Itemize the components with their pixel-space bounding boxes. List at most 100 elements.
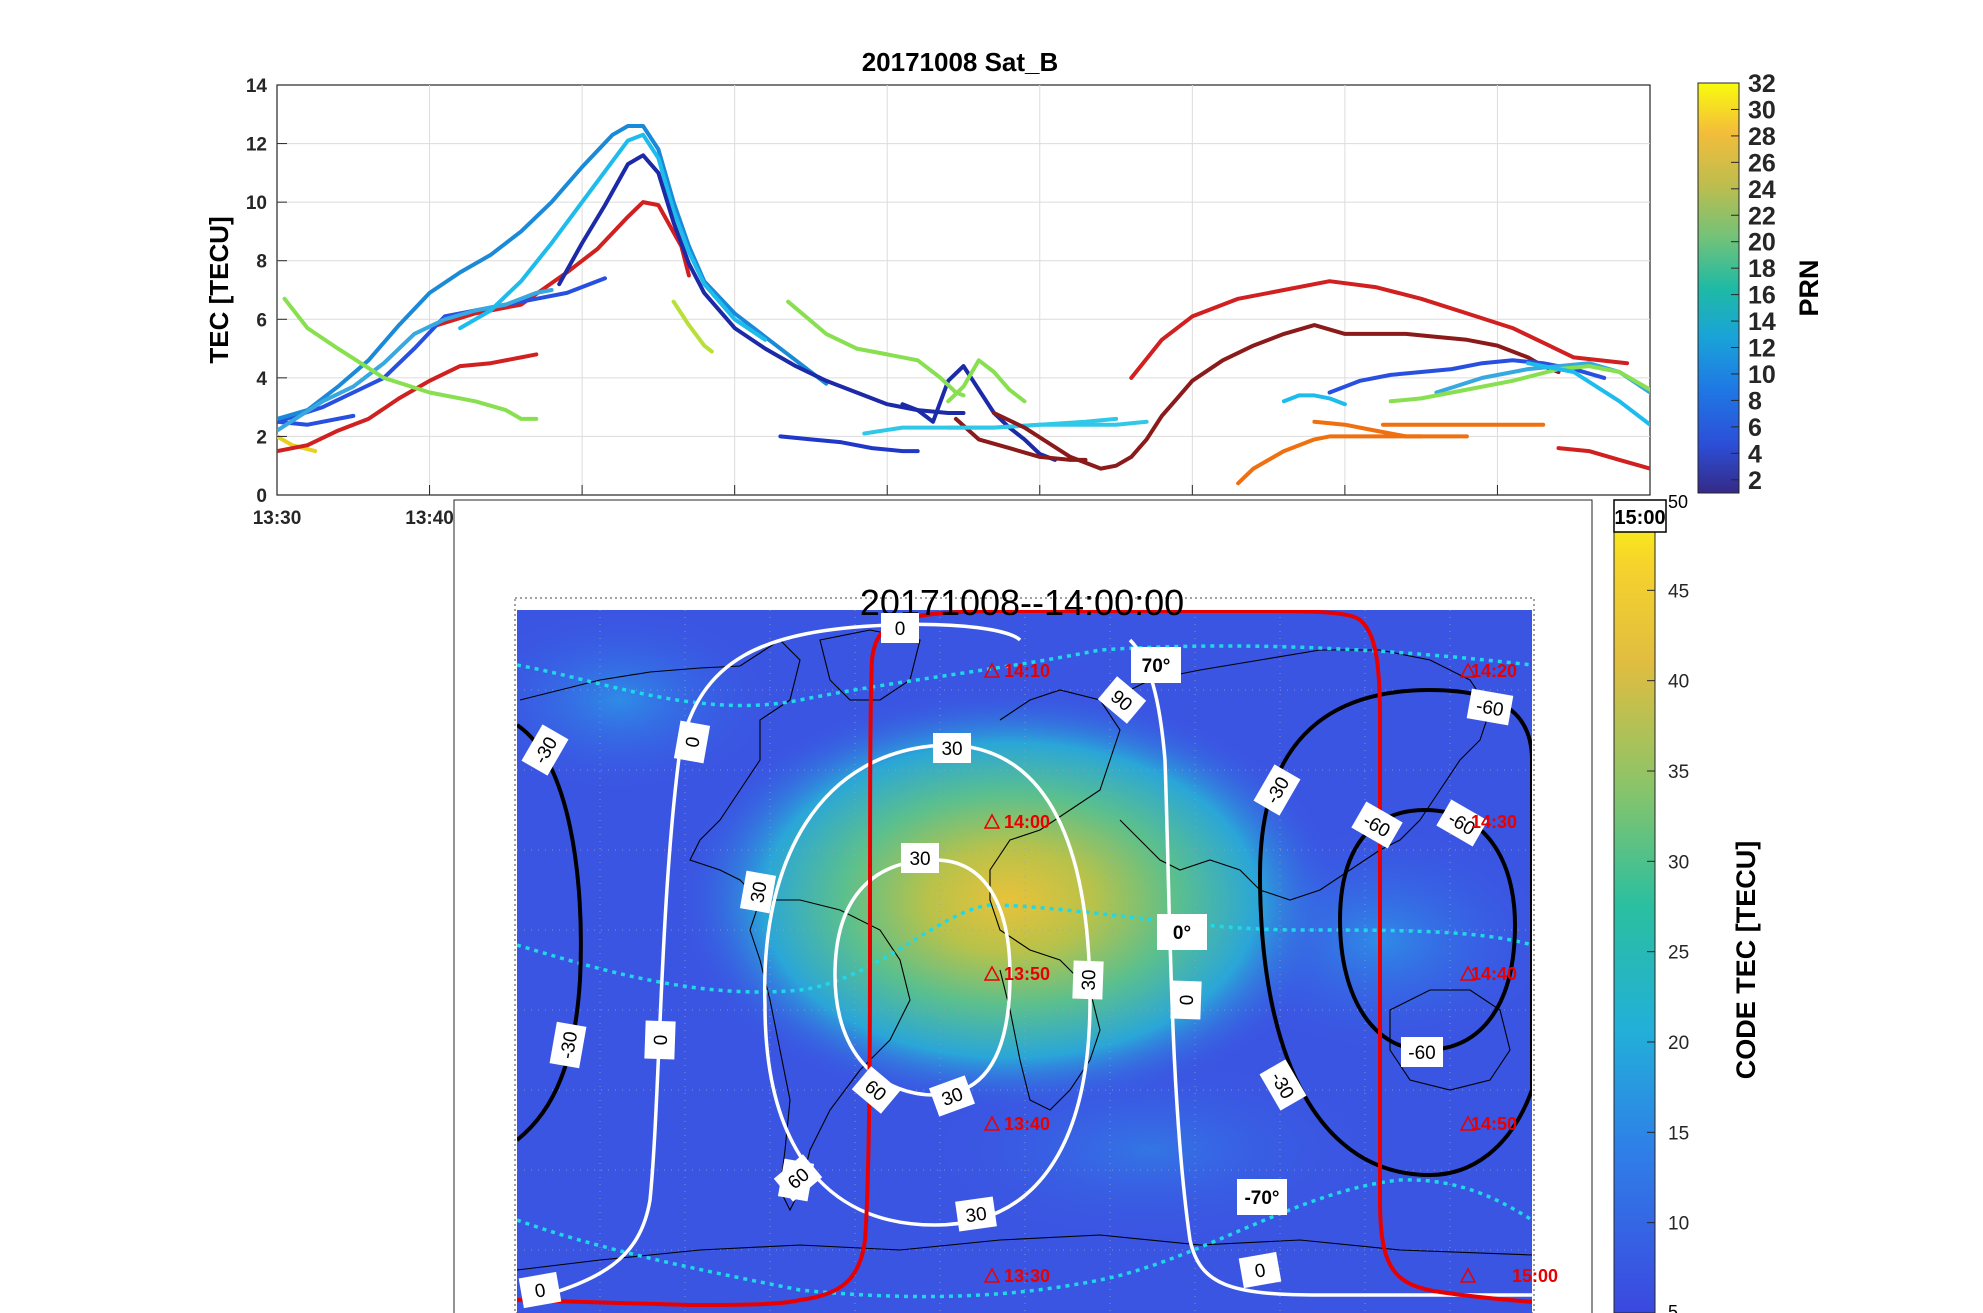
contour-label-white: 30: [739, 870, 777, 914]
time-box-label: 15:00: [1614, 507, 1665, 529]
series-line: [1129, 279, 1630, 380]
contour-label-white-text: 0: [651, 1034, 672, 1045]
track-marker: [1459, 662, 1477, 678]
track-time-label: 14:30: [1471, 812, 1517, 832]
contour-label-white-text: 30: [909, 849, 930, 870]
track-time-label: 13:40: [1004, 1114, 1050, 1134]
track-time-label: 15:00: [1512, 1266, 1558, 1286]
contour-label-black-box: [1351, 801, 1403, 849]
prn-tick-label: 8: [1748, 387, 1762, 415]
contour-label-white-box: [929, 1075, 975, 1117]
coast-greenland: [819, 629, 921, 701]
prn-tick-label: 28: [1748, 123, 1776, 151]
contour-label-white: 30: [901, 843, 939, 873]
series-line: [1388, 364, 1650, 404]
tec-colorbar: 10 15 20 25 30 35 40 45 15:00 50 5 CODE TEC [TE…: [1613, 492, 1761, 1313]
track-time-label: 14:10: [1004, 661, 1050, 681]
coast-asia: [1109, 649, 1491, 901]
tec-tick-label: 30: [1668, 852, 1689, 873]
series-line: [1434, 361, 1650, 396]
prn-tick-label: 14: [1748, 308, 1776, 336]
contour-30: [762, 743, 1092, 1227]
contour-label-white: 0: [881, 613, 919, 643]
dip-label-text: -70°: [1244, 1188, 1279, 1209]
y-axis-ticks: 0 2 4 6 8 10 12 14: [246, 76, 287, 507]
contour-label-black: -60: [1466, 688, 1514, 726]
contour-label-white: 0: [673, 720, 711, 764]
contour-label-black: -30: [549, 1021, 587, 1069]
coast-europe-africa: [989, 689, 1121, 1111]
track-marker: [983, 1267, 1001, 1283]
track-time-label: 14:00: [1004, 812, 1050, 832]
coast-antarctica: [517, 1234, 1532, 1271]
coast-north-america: [519, 639, 801, 901]
dip-label-text: 0°: [1173, 923, 1191, 944]
tec-tick-label: 35: [1668, 762, 1689, 783]
contour-label-black-box: [1436, 799, 1488, 847]
track-marker: [983, 965, 1001, 981]
track-marker: [983, 1115, 1001, 1131]
contour-label-white: 30: [955, 1196, 997, 1232]
dip-label-box: [1237, 1179, 1287, 1215]
track-time-label: 14:50: [1471, 1114, 1517, 1134]
y-tick-label: 0: [256, 486, 267, 507]
series-line: [435, 200, 691, 328]
contour-label-white-text: 0: [1177, 994, 1198, 1005]
contour-label-white-box: [773, 1154, 823, 1202]
dip-line-70s: [517, 1178, 1532, 1299]
contour-label-white-box: [955, 1196, 997, 1232]
track-time-label: 13:30: [1004, 1266, 1050, 1286]
contour-label-white: 0: [518, 1271, 562, 1309]
series-line: [786, 299, 966, 398]
track-marker: [1459, 965, 1477, 981]
coastlines: [517, 629, 1532, 1271]
series-line: [1281, 393, 1347, 407]
series-line: [557, 153, 966, 415]
series-line: [946, 419, 1149, 430]
tec-colorbar-gradient: [1613, 499, 1656, 1313]
tec-tick-label: 20: [1668, 1033, 1689, 1054]
dip-label: -70°: [1237, 1179, 1287, 1215]
y-tick-label: 6: [256, 310, 267, 331]
series-line: [671, 299, 714, 354]
series-line: [277, 434, 318, 454]
dip-line-70n: [517, 644, 1532, 708]
satellite-track: [517, 610, 1532, 1308]
contour-minus30-west: [517, 723, 583, 1142]
prn-colorbar-label: PRN: [1794, 259, 1824, 316]
contour-label-white-text: 30: [1079, 969, 1101, 991]
tec-tick-label: 10: [1668, 1214, 1689, 1235]
dip-lines: [517, 644, 1532, 1299]
x-tick-label: 13:30: [253, 508, 302, 529]
y-tick-label: 14: [246, 76, 268, 97]
track-labels: 13:30 13:40 13:50 14:00 14:10 14:20 14:30 14:40…: [1004, 661, 1558, 1286]
tec-colorbar-label: CODE TEC [TECU]: [1731, 841, 1761, 1080]
contour-label-white-box: [901, 843, 939, 873]
series-line: [1236, 434, 1424, 486]
contour-label-white: 30: [933, 733, 971, 763]
contour-label-white-box: [881, 613, 919, 643]
track-marker: [983, 662, 1001, 678]
contour-0-east: [1128, 638, 1532, 1297]
time-box: [1613, 499, 1667, 533]
tec-tick-label: 15: [1668, 1123, 1689, 1144]
contour-label-white-text: 0: [895, 619, 906, 640]
y-tick-label: 12: [246, 135, 267, 156]
tec-blob-northwest: [517, 610, 770, 790]
prn-tick-label: 22: [1748, 202, 1776, 230]
track-time-label: 14:40: [1471, 964, 1517, 984]
contour-label-white-text: 0: [533, 1280, 547, 1303]
prn-tick-label: 2: [1748, 467, 1762, 495]
tec-colorbar-top-label: 50: [1668, 492, 1688, 512]
track-marker: [1459, 1115, 1477, 1131]
coast-australia: [1389, 989, 1511, 1091]
dip-label-text: 70°: [1142, 656, 1171, 677]
contour-label-white-box: [1170, 980, 1202, 1020]
contour-minus30-east: [1257, 687, 1532, 1178]
prn-colorbar-gradient: [1697, 82, 1740, 494]
contour-label-white-text: 30: [964, 1204, 988, 1228]
contour-label-black-box: [521, 724, 569, 776]
